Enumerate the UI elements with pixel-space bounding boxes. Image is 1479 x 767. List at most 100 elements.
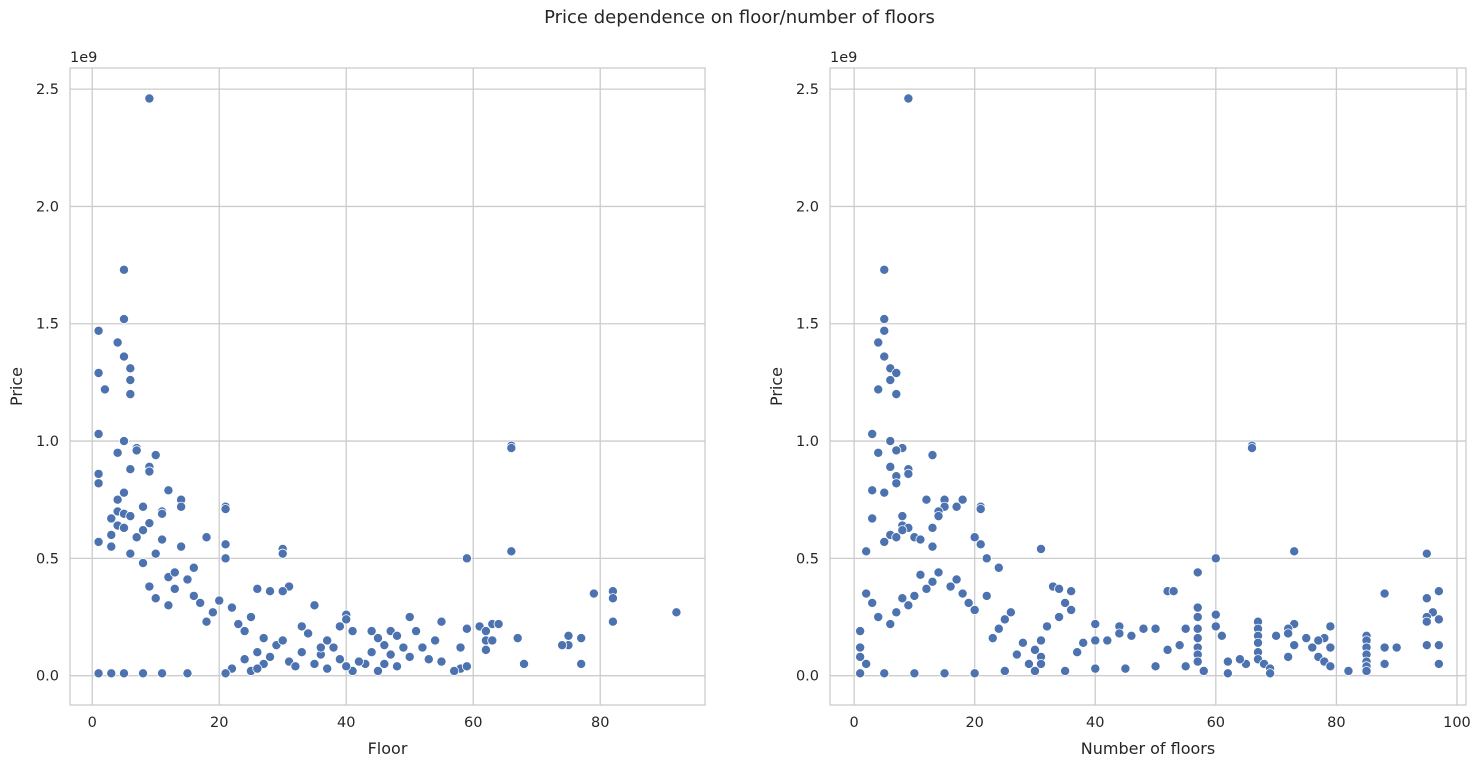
scatter-point (867, 597, 878, 608)
scatter-point (969, 604, 980, 615)
scatter-point (417, 642, 428, 653)
scatter-point (1421, 616, 1432, 627)
scatter-point (93, 668, 104, 679)
scatter-point (1054, 612, 1065, 623)
scatter-point (963, 597, 974, 608)
scatter-point (195, 597, 206, 608)
scatter-point (233, 619, 244, 630)
scatter-point (921, 583, 932, 594)
scatter-point (903, 93, 914, 104)
scatter-point (1222, 656, 1233, 667)
scatter-point (296, 621, 307, 632)
scatter-point (1017, 637, 1028, 648)
scatter-point (1066, 586, 1077, 597)
scatter-point (1060, 665, 1071, 676)
scatter-point (118, 314, 129, 325)
scatter-point (1102, 635, 1113, 646)
scatter-point (353, 656, 364, 667)
scatter-point (328, 642, 339, 653)
scatter-point (341, 661, 352, 672)
scatter-point (957, 588, 968, 599)
scatter-point (125, 389, 136, 400)
scatter-point (873, 337, 884, 348)
scatter-point (1192, 602, 1203, 613)
scatter-point (1433, 586, 1444, 597)
scatter-point (334, 654, 345, 665)
scatter-point (1283, 651, 1294, 662)
scatter-point (861, 546, 872, 557)
scatter-point (252, 647, 263, 658)
scatter-point (322, 635, 333, 646)
scatter-point (885, 375, 896, 386)
scatter-point (855, 642, 866, 653)
scatter-point (239, 654, 250, 665)
scatter-point (867, 485, 878, 496)
scatter-point (1060, 597, 1071, 608)
x-tick-label: 80 (1327, 715, 1345, 731)
scatter-point (239, 626, 250, 637)
scatter-point (1150, 623, 1161, 634)
scatter-point (93, 478, 104, 489)
scatter-point (455, 642, 466, 653)
scatter-point (1023, 658, 1034, 669)
scatter-point (873, 384, 884, 395)
scatter-point (1325, 642, 1336, 653)
scatter-point (93, 325, 104, 336)
scatter-point (1216, 630, 1227, 641)
scatter-point (855, 668, 866, 679)
x-axis-label: Number of floors (1081, 739, 1215, 758)
scatter-point (1035, 658, 1046, 669)
scatter-point (969, 668, 980, 679)
scatter-point (1090, 619, 1101, 630)
scatter-point (106, 541, 117, 552)
scatter-point (404, 612, 415, 623)
axes-frame (69, 67, 706, 706)
scatter-point (1433, 640, 1444, 651)
scatter-point (933, 511, 944, 522)
scatter-point (1054, 583, 1065, 594)
scatter-point (879, 536, 890, 547)
scatter-point (372, 633, 383, 644)
scatter-point (969, 532, 980, 543)
scatter-point (144, 466, 155, 477)
scatter-point (891, 368, 902, 379)
scatter-point (927, 576, 938, 587)
scatter-point (93, 368, 104, 379)
scatter-point (150, 593, 161, 604)
scatter-point (334, 621, 345, 632)
scatter-point (873, 612, 884, 623)
y-axis-label: Price (7, 367, 26, 406)
scatter-point (176, 541, 187, 552)
scatter-point (1090, 635, 1101, 646)
scatter-point (1391, 642, 1402, 653)
scatter-point (867, 429, 878, 440)
scatter-point (265, 586, 276, 597)
scatter-point (1433, 658, 1444, 669)
scatter-point (506, 443, 517, 454)
scatter-point (125, 375, 136, 386)
scatter-point (138, 668, 149, 679)
scatter-point (138, 501, 149, 512)
scatter-point (879, 351, 890, 362)
scatter-point (169, 567, 180, 578)
scatter-point (277, 548, 288, 559)
scatter-point (879, 487, 890, 498)
scatter-point (277, 586, 288, 597)
scatter-point (118, 522, 129, 533)
scatter-point (1421, 593, 1432, 604)
scatter-point (927, 450, 938, 461)
scatter-point (519, 658, 530, 669)
scatter-point (1307, 642, 1318, 653)
y-tick-label: 2.5 (36, 82, 59, 98)
scatter-point (347, 626, 358, 637)
scatter-point (138, 558, 149, 569)
scatter-point (897, 593, 908, 604)
y-tick-label: 2.0 (36, 199, 59, 215)
y-offset-label: 1e9 (830, 50, 857, 66)
scatter-point (214, 595, 225, 606)
scatter-point (951, 501, 962, 512)
scatter-point (118, 264, 129, 275)
scatter-point (150, 450, 161, 461)
scatter-point (252, 583, 263, 594)
